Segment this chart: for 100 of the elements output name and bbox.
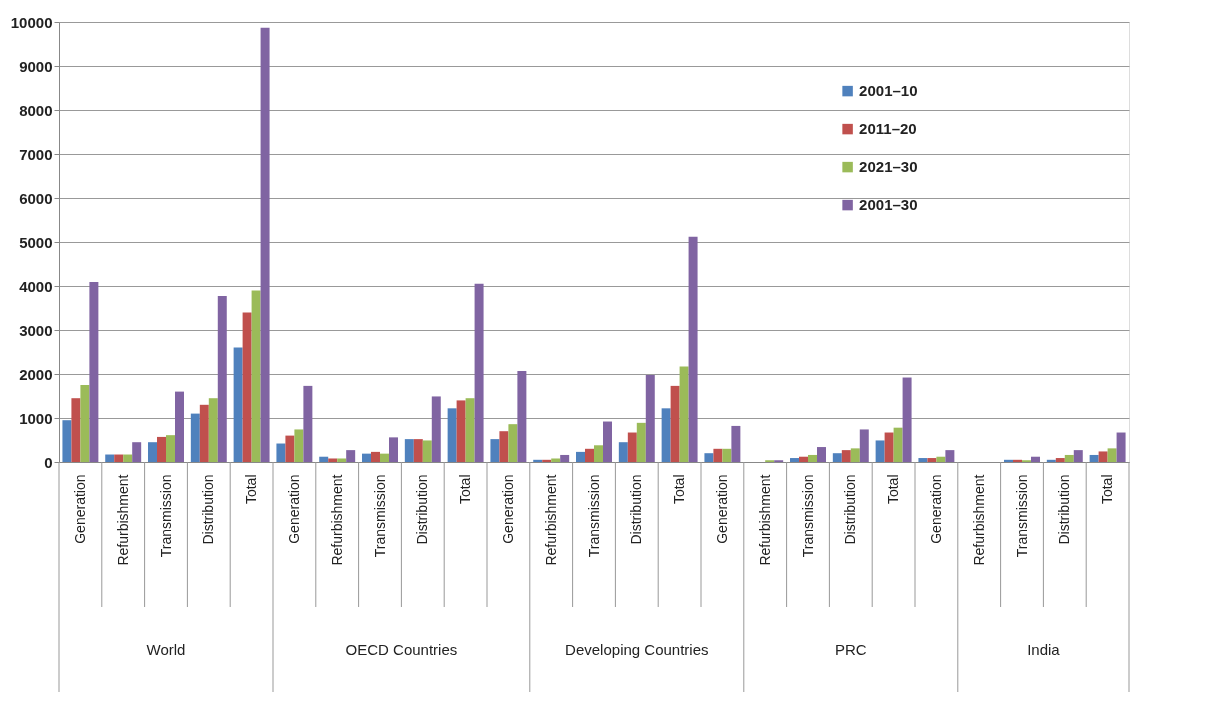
bar xyxy=(1098,451,1108,462)
bar xyxy=(1107,448,1117,462)
bar xyxy=(362,453,372,462)
bar xyxy=(688,236,698,462)
bar xyxy=(242,312,252,462)
bar xyxy=(285,435,295,462)
text: Developing Countries xyxy=(565,640,709,658)
x-tick-label: Total xyxy=(671,474,688,505)
bar xyxy=(1089,454,1099,462)
text: India xyxy=(1027,640,1061,658)
legend-label: 2001–10 xyxy=(859,82,918,100)
bar xyxy=(431,396,441,462)
bar xyxy=(123,454,133,462)
bar xyxy=(71,398,81,462)
x-tick-label: Refurbishment xyxy=(114,474,131,566)
x-tick-label: Refurbishment xyxy=(328,474,345,566)
bar xyxy=(636,422,646,462)
bar xyxy=(731,425,741,462)
y-tick-label: 10000 xyxy=(10,13,53,31)
x-tick-label: Transmission xyxy=(585,474,602,558)
bar xyxy=(294,429,304,462)
bar xyxy=(704,453,714,462)
bar xyxy=(1013,459,1022,462)
bar xyxy=(62,420,72,462)
y-tick-label: 4000 xyxy=(19,277,53,295)
y-tick-label: 7000 xyxy=(19,145,53,163)
y-tick-label: 0 xyxy=(44,453,53,471)
bar xyxy=(1030,456,1040,462)
bar xyxy=(645,374,655,462)
legend-label: 2011–20 xyxy=(859,120,917,138)
bar xyxy=(875,440,885,462)
bar xyxy=(927,458,937,462)
bar xyxy=(551,458,561,462)
y-tick-label: 6000 xyxy=(19,189,53,207)
bar xyxy=(945,450,955,462)
bar xyxy=(276,443,286,462)
bar xyxy=(346,450,356,462)
bar xyxy=(841,450,851,462)
bar xyxy=(816,447,826,462)
x-tick-label: Generation xyxy=(713,474,730,544)
bar xyxy=(850,448,860,462)
y-tick-label: 8000 xyxy=(19,101,53,119)
bar xyxy=(1073,450,1083,462)
bar xyxy=(114,454,124,462)
bar xyxy=(157,436,166,462)
bar xyxy=(722,448,732,462)
bar xyxy=(132,442,142,462)
bar xyxy=(508,424,518,462)
x-tick-label: Refurbishment xyxy=(542,474,559,566)
text: OECD Countries xyxy=(345,640,458,658)
bar xyxy=(627,432,637,462)
y-tick-label: 2000 xyxy=(19,365,53,383)
text: World xyxy=(146,640,186,658)
x-tick-label: Distribution xyxy=(628,474,645,545)
x-tick-label: Total xyxy=(243,474,260,505)
x-tick-label: Generation xyxy=(927,474,944,544)
bar xyxy=(105,454,115,462)
bar xyxy=(602,421,612,462)
bar xyxy=(661,408,671,462)
bar xyxy=(303,385,313,462)
x-tick-label: Distribution xyxy=(414,474,431,545)
bar xyxy=(456,400,466,462)
bar xyxy=(337,458,347,462)
bar xyxy=(208,398,218,462)
x-tick-label: Refurbishment xyxy=(970,474,987,566)
bar xyxy=(918,458,928,462)
bar xyxy=(465,398,475,462)
bar xyxy=(884,432,894,462)
bar xyxy=(1064,454,1074,462)
x-tick-label: Transmission xyxy=(371,474,388,558)
x-tick-label: Transmission xyxy=(157,474,174,558)
text: PRC xyxy=(834,640,867,658)
legend-label: 2001–30 xyxy=(859,196,918,214)
bar xyxy=(380,453,389,462)
bar xyxy=(1046,459,1056,462)
bar xyxy=(371,451,380,462)
bar xyxy=(533,459,543,462)
bar xyxy=(422,440,432,462)
x-tick-label: Distribution xyxy=(1056,474,1073,545)
y-tick-label: 9000 xyxy=(19,57,53,75)
bar xyxy=(936,456,946,462)
bar xyxy=(670,385,680,462)
x-tick-label: Total xyxy=(1099,474,1116,505)
bar xyxy=(148,442,158,462)
bar xyxy=(1116,432,1126,462)
x-tick-label: Transmission xyxy=(799,474,816,558)
x-tick-label: Refurbishment xyxy=(756,474,773,566)
bar xyxy=(499,431,509,462)
bar xyxy=(413,439,423,462)
bar xyxy=(790,458,800,462)
bar xyxy=(490,439,500,462)
bar xyxy=(585,448,594,462)
bar xyxy=(251,290,261,462)
bar xyxy=(859,429,869,462)
bar xyxy=(893,427,903,462)
bar xyxy=(260,27,270,462)
y-tick-label: 3000 xyxy=(19,321,53,339)
bar xyxy=(808,454,817,462)
bar xyxy=(560,454,570,462)
bar xyxy=(474,283,484,462)
